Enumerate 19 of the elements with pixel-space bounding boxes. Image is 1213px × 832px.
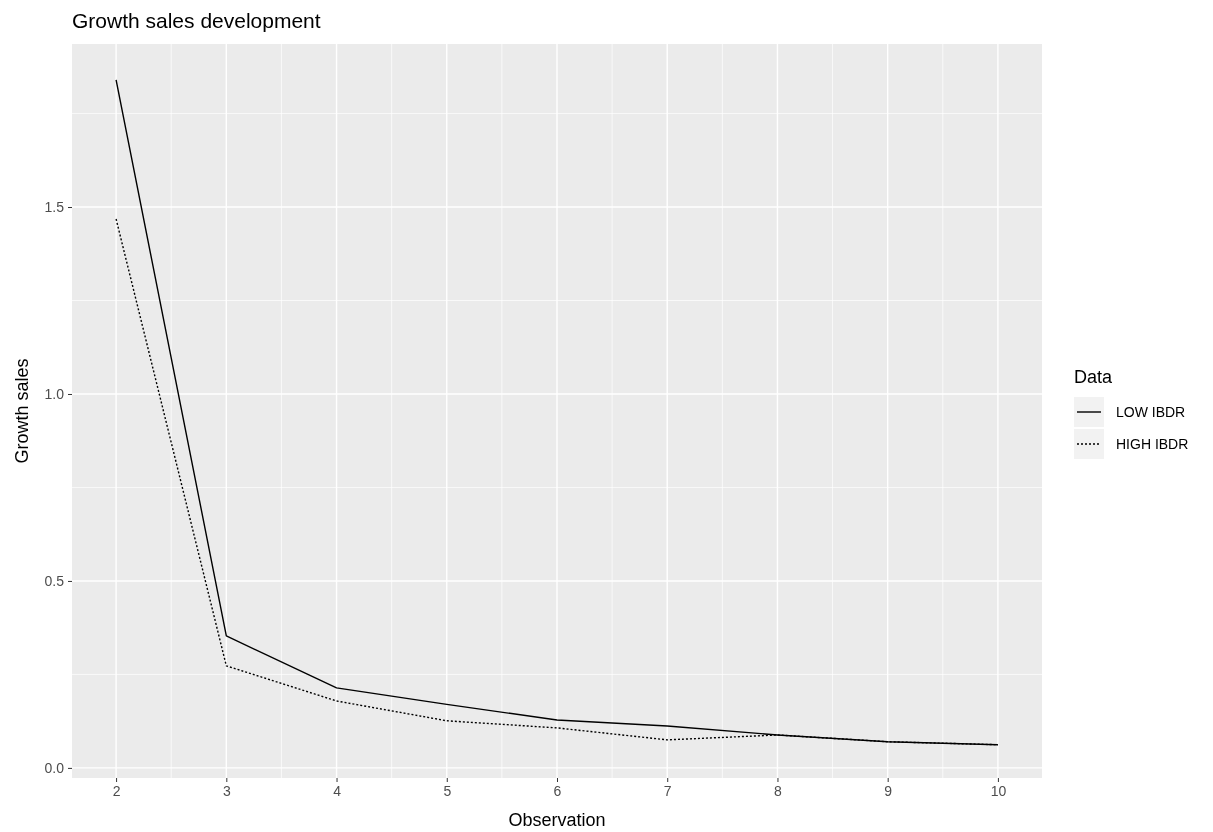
x-tick-label: 10 bbox=[990, 782, 1007, 799]
legend-label: HIGH IBDR bbox=[1116, 436, 1189, 452]
y-tick-label: 0.5 bbox=[44, 572, 65, 589]
x-tick-label: 2 bbox=[112, 782, 121, 799]
x-tick-label: 7 bbox=[663, 782, 672, 799]
x-tick-label: 9 bbox=[884, 782, 893, 799]
y-tick-label: 1.0 bbox=[44, 385, 65, 402]
y-tick-label: 1.5 bbox=[44, 199, 65, 216]
x-tick-label: 6 bbox=[553, 782, 562, 799]
x-tick-label: 8 bbox=[774, 782, 783, 799]
x-tick-label: 5 bbox=[443, 782, 452, 799]
legend-label: LOW IBDR bbox=[1116, 404, 1186, 420]
x-tick-label: 3 bbox=[222, 782, 231, 799]
x-axis-title: Observation bbox=[508, 810, 606, 830]
y-tick-label: 0.0 bbox=[44, 759, 65, 776]
legend-title: Data bbox=[1074, 367, 1114, 387]
x-tick-label: 4 bbox=[333, 782, 342, 799]
chart-title: Growth sales development bbox=[72, 9, 321, 32]
y-axis-title: Growth sales bbox=[12, 358, 32, 464]
